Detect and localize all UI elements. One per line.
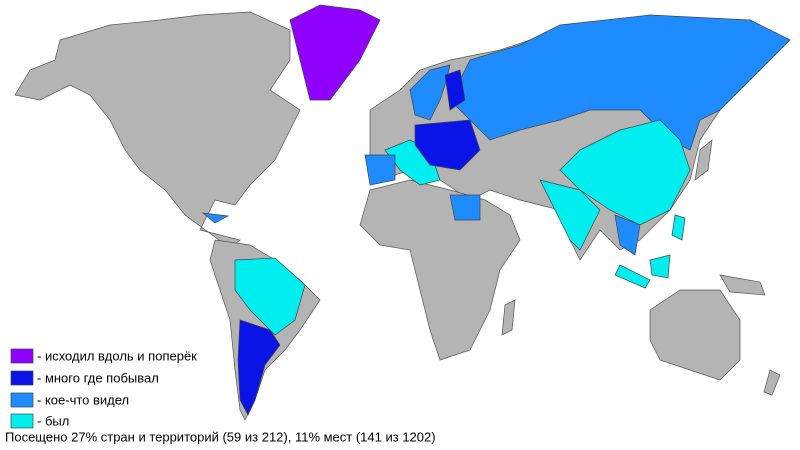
legend-swatch <box>10 392 34 408</box>
cuba <box>201 212 230 224</box>
indonesia <box>614 264 651 289</box>
legend-swatch <box>10 370 34 386</box>
legend-swatch <box>10 413 34 429</box>
new-zealand <box>763 369 781 396</box>
brazil <box>234 257 306 336</box>
north-america <box>14 11 301 249</box>
borneo <box>649 254 671 279</box>
legend-swatch <box>10 348 34 364</box>
australia <box>649 289 741 381</box>
spain <box>364 154 396 186</box>
africa <box>359 179 521 361</box>
footer-summary: Посещено 27% стран и территорий (59 из 2… <box>5 429 436 444</box>
finland <box>444 69 466 111</box>
new-guinea <box>719 274 766 296</box>
legend-label: - был <box>37 413 69 428</box>
greenland <box>289 4 381 101</box>
legend-label: - исходил вдоль и поперёк <box>37 348 197 363</box>
legend-label: - кое-что видел <box>37 392 129 407</box>
egypt <box>449 194 481 221</box>
madagascar <box>501 299 516 336</box>
india <box>539 179 601 251</box>
japan <box>694 139 713 181</box>
russia <box>449 14 791 151</box>
argentina <box>237 319 281 416</box>
china <box>559 119 691 226</box>
philippines <box>671 214 686 241</box>
scandinavia <box>409 64 451 121</box>
central-europe <box>414 119 481 171</box>
indochina <box>614 214 641 256</box>
legend-label: - много где побывал <box>37 370 159 385</box>
